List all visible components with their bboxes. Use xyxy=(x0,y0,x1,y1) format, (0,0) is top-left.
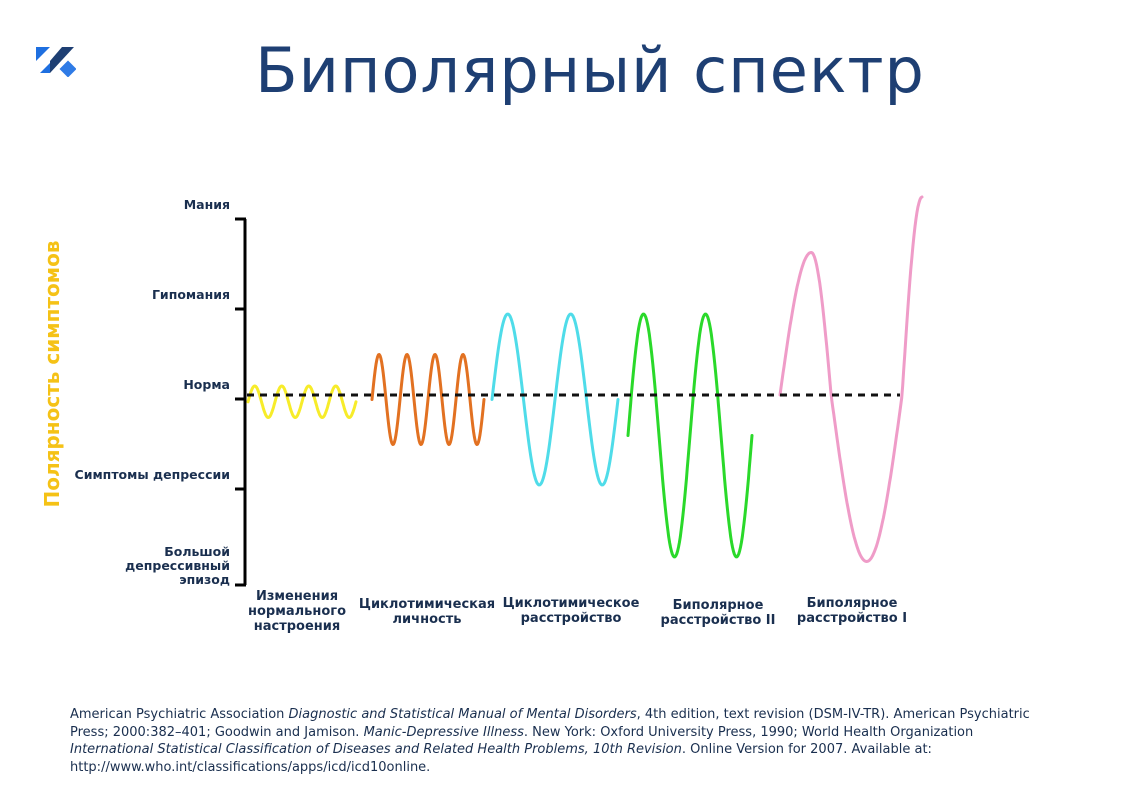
mood-curve xyxy=(370,353,486,446)
category-label: Биполярное расстройство I xyxy=(772,596,932,626)
page-title: Биполярный спектр xyxy=(255,34,925,107)
category-label-line: расстройство II xyxy=(660,613,776,628)
brand-logo-icon xyxy=(36,47,76,77)
footnote-segment: Manic-Depressive Illness xyxy=(363,724,524,740)
footnote-segment: International Statistical Classification… xyxy=(70,742,682,757)
y-level-label-line: Большой xyxy=(164,544,230,559)
category-label-line: Изменения xyxy=(255,589,339,604)
y-level-label: Мания xyxy=(184,198,230,212)
category-label-line: расстройство xyxy=(520,611,622,626)
y-level-label-line: депрессивный xyxy=(125,558,230,573)
y-level-label-line: Гипомания xyxy=(151,287,230,302)
category-label: Циклотимическое расстройство xyxy=(491,596,651,626)
y-level-label-line: Мания xyxy=(183,197,230,212)
category-label: Изменения нормального настроения xyxy=(217,589,377,634)
category-label-line: Биполярное xyxy=(806,596,898,611)
mood-curve xyxy=(246,384,358,419)
category-label: Циклотимическая личность xyxy=(347,597,507,627)
footnote-segment: American Psychiatric Association xyxy=(70,707,289,722)
category-label-line: личность xyxy=(392,612,462,627)
footnote-citation: American Psychiatric Association Diagnos… xyxy=(70,706,1060,776)
category-label: Биполярное расстройство II xyxy=(638,598,798,628)
y-level-label: Большой депрессивный эпизод xyxy=(125,545,230,587)
category-label-line: расстройство I xyxy=(796,611,908,626)
category-label-line: настроения xyxy=(253,619,341,634)
category-label-line: Циклотимическая xyxy=(358,597,496,612)
y-level-label: Норма xyxy=(183,378,230,392)
footnote-segment: Diagnostic and Statistical Manual of Men… xyxy=(288,707,637,722)
y-level-label-line: Норма xyxy=(183,377,230,392)
mood-curve xyxy=(490,312,620,487)
footnote-segment: . Online Version for 2007. Available at:… xyxy=(70,742,932,775)
y-level-label: Гипомания xyxy=(152,288,230,302)
category-label-line: Биполярное xyxy=(672,598,764,613)
category-label-line: нормального xyxy=(248,604,346,619)
mood-curve xyxy=(778,195,924,563)
category-label-line: Циклотимическое xyxy=(502,596,640,611)
mood-curve xyxy=(626,312,754,559)
footnote-segment: , 4th edition, text revision (DSM-IV-TR)… xyxy=(70,707,1030,740)
y-level-label: Симптомы депрессии xyxy=(75,468,230,482)
footnote-segment: . New York: Oxford University Press, 199… xyxy=(523,724,974,740)
y-level-label-line: Симптомы депрессии xyxy=(74,467,230,482)
y-level-label-line: эпизод xyxy=(179,572,230,587)
